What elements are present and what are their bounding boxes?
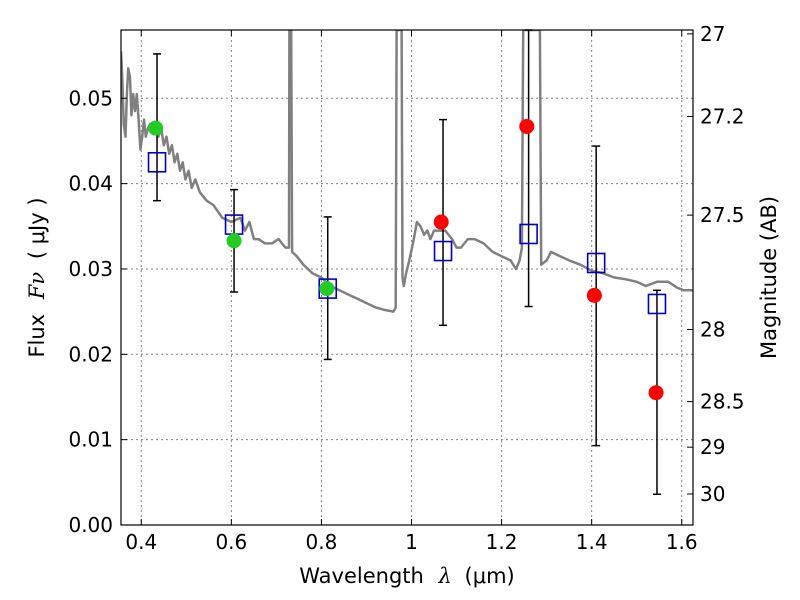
filled-circle-point <box>648 385 664 401</box>
x-tick-label: 0.4 <box>125 530 157 554</box>
open-square-point <box>586 252 606 274</box>
right-tick-label: 27.5 <box>700 203 745 227</box>
right-axis-label: Magnitude (AB) <box>757 196 781 359</box>
open-square-point <box>647 293 667 315</box>
x-tick-label: 1.2 <box>486 530 518 554</box>
y-axis-label: Flux Fν ( μJy ) <box>25 197 49 357</box>
filled-circle-point <box>519 118 535 134</box>
x-axis-label-unit: (μm) <box>465 564 515 588</box>
x-tick-label: 1 <box>405 530 418 554</box>
open-square-point <box>147 151 167 173</box>
right-tick-label: 28.5 <box>700 390 745 414</box>
filled-circle-point <box>226 233 242 249</box>
plot-frame <box>120 29 694 526</box>
y-tick-label: 0.01 <box>68 428 113 452</box>
error-bars <box>153 29 661 496</box>
open-square-point <box>519 223 538 245</box>
x-tick-label: 1.4 <box>576 530 608 554</box>
filled-circle-point <box>586 287 602 303</box>
x-axis-label-symbol: λ <box>438 564 452 588</box>
y-axis-label-symbol: Fν <box>25 272 49 301</box>
right-tick-label: 27.2 <box>700 105 745 129</box>
grid <box>121 30 693 525</box>
data-markers <box>147 118 667 401</box>
right-tick-label: 27 <box>700 22 725 46</box>
y-tick-label: 0.00 <box>68 513 113 537</box>
y-tick-label: 0.03 <box>68 257 113 281</box>
right-tick-label: 28 <box>700 317 725 341</box>
y-tick-label: 0.04 <box>68 172 113 196</box>
filled-circle-point <box>148 120 164 136</box>
filled-circle-point <box>319 281 335 297</box>
x-tick-label: 0.6 <box>215 530 247 554</box>
right-tick-label: 30 <box>700 482 725 506</box>
x-tick-label: 0.8 <box>306 530 338 554</box>
y-tick-label: 0.02 <box>68 342 113 366</box>
x-axis-label-text: Wavelength <box>299 564 424 588</box>
x-tick-label: 1.6 <box>666 530 698 554</box>
filled-circle-point <box>433 214 449 230</box>
y-axis-label-unit: ( μJy ) <box>25 197 49 259</box>
y-axis-label-text: Flux <box>25 314 49 358</box>
open-square-point <box>433 240 453 262</box>
x-axis-label: Wavelength λ (μm) <box>299 564 514 588</box>
y-tick-label: 0.05 <box>68 86 113 110</box>
axis-ticks: 0.4 0.6 0.8 1 1.2 1.4 1.6 0.00 0.01 0.02 0.03 0.04 0… <box>68 22 744 554</box>
open-square-point <box>318 278 338 299</box>
right-tick-label: 29 <box>700 435 725 459</box>
